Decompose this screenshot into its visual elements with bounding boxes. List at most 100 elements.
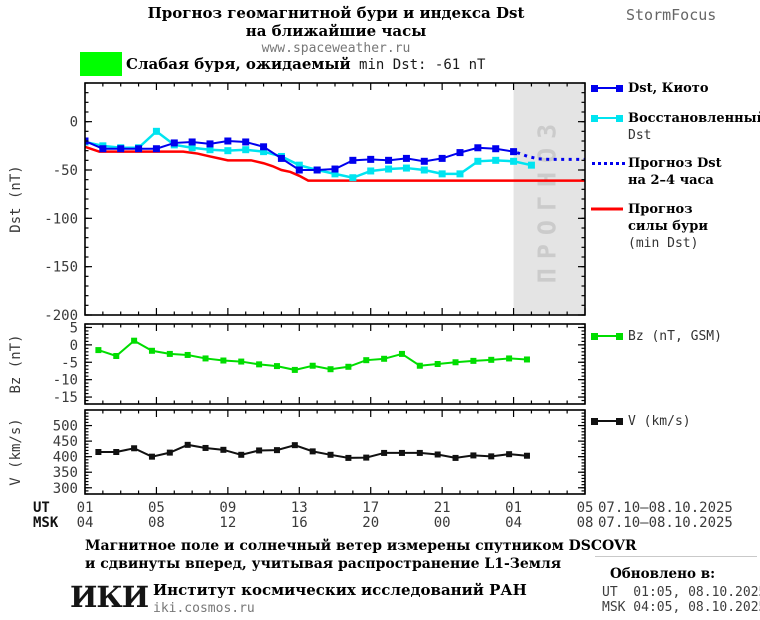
marker [260,148,268,156]
dst-ticks [84,82,586,316]
v-ytick-label: 500 [53,419,78,435]
brand-label: StormFocus [626,6,717,24]
marker [381,449,388,456]
bz-ytick-label: -10 [53,373,78,389]
marker [381,355,388,362]
marker [95,347,102,354]
xaxis-date: 07.10–08.10.2025 [598,515,733,531]
marker [470,452,477,459]
marker [220,446,227,453]
dst-frame [84,82,586,316]
marker [277,154,285,162]
marker [506,451,513,458]
xaxis-caption: MSK [33,515,59,531]
marker [420,166,428,174]
marker [474,157,482,165]
xaxis-row-msk: MSK 04 08 12 16 20 00 04 08 07.10–08.10.2025 [33,515,733,531]
marker [238,358,245,365]
marker [488,356,495,363]
xaxis-date: 07.10–08.10.2025 [598,500,733,516]
legend-line-sample [591,207,623,211]
page-title-line1: Прогноз геомагнитной бури и индекса Dst [147,4,525,22]
marker [527,161,535,169]
xtick-label: 17 [362,500,379,516]
marker [99,145,107,153]
marker [131,445,138,452]
marker [398,449,405,456]
marker [492,145,500,153]
marker [434,361,441,367]
org-name: Институт космических исследований РАН [153,581,527,599]
legend-item-label: Прогноз Dst на 2–4 часа [628,156,722,188]
marker [510,157,518,165]
marker [206,140,214,148]
v-series-group [95,441,530,461]
marker [327,366,334,373]
bz-series-group [95,337,530,373]
marker [242,138,250,146]
dst-panel: ПРОГНОЗ 0 -50 -100 -150 -200 Dst (nT) [8,82,586,324]
xtick-label: 04 [77,515,94,531]
xtick-label: 16 [291,515,308,531]
legend-item-0: Dst, Киото [590,80,709,97]
legend-item-3: Прогноз силы бури (min Dst) [590,201,708,252]
marker [363,454,370,461]
storm-level-swatch [80,52,122,76]
marker [331,165,339,173]
marker [510,148,518,156]
dst-axis-label: Dst (nT) [8,165,24,232]
storm-level-text: Слабая буря, ожидаемый min Dst: -61 nT [126,55,485,73]
marker [506,355,513,362]
xaxis-caption: UT [33,500,50,516]
xtick-label: 05 [577,500,594,516]
v-ytick-label: 400 [53,450,78,466]
marker [224,147,232,155]
legend-item-label: Bz (nT, GSM) [628,329,722,344]
footnote-line1: Магнитное поле и солнечный ветер измерен… [85,538,637,554]
marker [224,137,232,145]
marker [456,149,464,157]
marker [327,451,334,458]
legend-line-squares-sample [591,333,623,340]
bz-axis-label: Bz (nT) [8,334,24,393]
marker [456,170,464,178]
marker [131,337,138,344]
marker [113,353,120,359]
xtick-label: 01 [77,500,94,516]
marker [434,451,441,458]
bz-panel: 5 0-5 -10-15 Bz (nT) [8,320,586,406]
marker [148,347,155,354]
updated-ut: UT 01:05, 08.10.2025 [602,585,760,600]
footnote-line2: и сдвинуты вперед, учитывая распростране… [85,556,562,572]
marker [313,166,321,174]
legend-line-squares-sample [591,85,623,92]
v-ytick-label: 350 [53,465,78,481]
xtick-label: 20 [362,515,379,531]
forecast-band [513,83,585,315]
xtick-label: 04 [505,515,522,531]
marker [402,154,410,162]
marker [416,362,423,369]
xtick-label: 05 [148,500,165,516]
marker [273,447,280,454]
updated-heading: Обновлено в: [610,566,716,582]
marker [470,357,477,364]
legend-item-5: V (km/s) [590,413,691,430]
marker [363,357,370,364]
xtick-label: 13 [291,500,308,516]
marker [474,144,482,152]
marker [438,154,446,162]
marker [452,359,459,366]
legend-item-label: Прогноз силы бури (min Dst) [628,202,709,251]
legend-item-label: Dst, Киото [628,81,709,96]
xtick-label: 09 [219,500,236,516]
marker [170,139,178,147]
marker [152,127,160,135]
marker [152,145,160,153]
marker [295,166,303,174]
marker [367,155,375,163]
bz-ytick-label: 0 [70,338,78,354]
marker [220,357,227,364]
xtick-label: 08 [148,515,165,531]
xtick-label: 08 [577,515,594,531]
